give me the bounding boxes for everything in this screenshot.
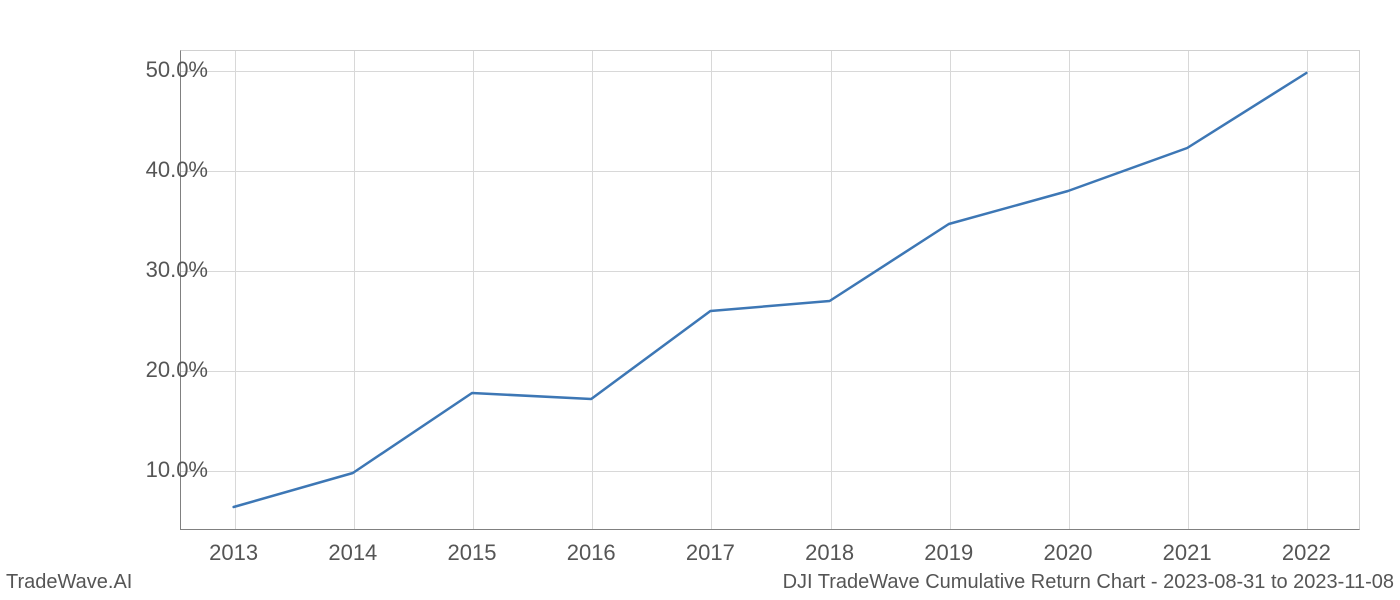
y-tick-label: 30.0% <box>146 257 208 283</box>
x-tick-label: 2020 <box>1043 540 1092 566</box>
x-tick-label: 2018 <box>805 540 854 566</box>
y-tick-label: 40.0% <box>146 157 208 183</box>
x-tick-label: 2015 <box>448 540 497 566</box>
x-tick-label: 2019 <box>924 540 973 566</box>
x-tick-label: 2021 <box>1163 540 1212 566</box>
x-tick-label: 2017 <box>686 540 735 566</box>
data-line <box>234 73 1307 507</box>
footer-right: DJI TradeWave Cumulative Return Chart - … <box>783 571 1394 594</box>
y-tick-label: 20.0% <box>146 357 208 383</box>
x-tick-label: 2016 <box>567 540 616 566</box>
x-tick-label: 2014 <box>328 540 377 566</box>
y-tick-label: 50.0% <box>146 57 208 83</box>
footer-left: TradeWave.AI <box>6 571 132 594</box>
y-tick-label: 10.0% <box>146 457 208 483</box>
x-tick-label: 2022 <box>1282 540 1331 566</box>
chart-container <box>180 50 1360 530</box>
x-tick-label: 2013 <box>209 540 258 566</box>
chart-line-svg <box>180 50 1360 530</box>
